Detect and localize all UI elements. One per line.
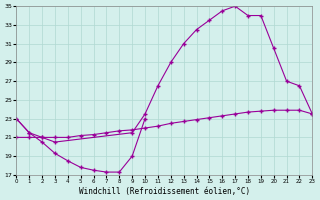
X-axis label: Windchill (Refroidissement éolien,°C): Windchill (Refroidissement éolien,°C) (79, 187, 250, 196)
